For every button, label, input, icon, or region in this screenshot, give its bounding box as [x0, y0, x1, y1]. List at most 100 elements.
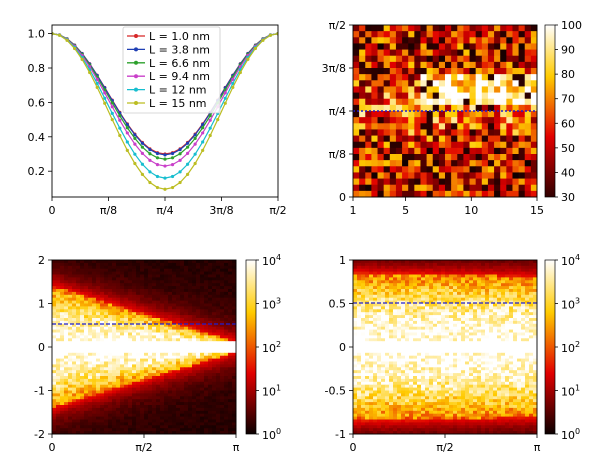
- heat-cell: [413, 303, 418, 307]
- heat-cell: [371, 98, 378, 106]
- heat-cell: [445, 277, 450, 281]
- heat-cell: [425, 268, 430, 272]
- heat-cell: [208, 312, 213, 316]
- heat-cell: [216, 428, 221, 432]
- heat-cell: [180, 320, 185, 325]
- heat-cell: [68, 361, 73, 365]
- heat-cell: [500, 74, 507, 81]
- heat-cell: [373, 306, 378, 310]
- heat-cell: [100, 332, 105, 336]
- heat-cell: [465, 309, 470, 313]
- heat-cell: [524, 68, 532, 75]
- heat-cell: [420, 49, 427, 57]
- heat-cell: [445, 111, 452, 118]
- heat-cell: [441, 260, 446, 264]
- heat-cell: [84, 431, 89, 435]
- heat-cell: [100, 428, 105, 432]
- heat-cell: [449, 265, 454, 270]
- cbar-tick-base: 10: [262, 299, 276, 312]
- heat-cell: [100, 309, 105, 313]
- heat-cell: [228, 260, 233, 264]
- heat-cell: [220, 283, 225, 287]
- heat-cell: [518, 117, 526, 124]
- heat-cell: [92, 378, 97, 383]
- heat-cell: [196, 344, 201, 348]
- heat-cell: [60, 376, 65, 380]
- heat-cell: [96, 268, 101, 272]
- heat-cell: [76, 300, 81, 304]
- heat-cell: [371, 68, 378, 75]
- heat-cell: [84, 291, 89, 296]
- heat-cell: [445, 135, 452, 143]
- heat-cell: [377, 277, 382, 281]
- heat-cell: [500, 31, 507, 38]
- heat-cell: [112, 309, 117, 313]
- heat-cell: [469, 117, 477, 124]
- heat-cell: [212, 277, 217, 281]
- heat-cell: [116, 338, 121, 342]
- heat-cell: [172, 286, 177, 290]
- heat-cell: [188, 274, 193, 278]
- heat-cell: [361, 291, 366, 296]
- heat-cell: [377, 31, 385, 38]
- heat-cell: [506, 190, 513, 198]
- heat-cell: [405, 294, 410, 299]
- heat-cell: [180, 352, 185, 357]
- heat-cell: [164, 320, 169, 325]
- heat-cell: [357, 320, 362, 325]
- heat-cell: [160, 410, 165, 415]
- heat-cell: [353, 80, 360, 87]
- heat-cell: [232, 323, 237, 328]
- heat-cell: [365, 49, 372, 57]
- heat-cell: [184, 364, 189, 368]
- heat-cell: [144, 344, 149, 348]
- heat-cell: [132, 373, 137, 377]
- y-tick-label: -1: [34, 385, 45, 398]
- heat-cell: [64, 413, 69, 417]
- heat-cell: [429, 268, 434, 272]
- heat-cell: [184, 262, 189, 267]
- heat-cell: [437, 289, 442, 293]
- heat-cell: [204, 280, 209, 284]
- heat-cell: [505, 309, 510, 313]
- heat-cell: [524, 111, 532, 118]
- heat-cell: [489, 280, 494, 284]
- heat-cell: [451, 166, 458, 173]
- heat-cell: [224, 364, 229, 368]
- heat-cell: [152, 262, 157, 267]
- heat-cell: [132, 349, 137, 354]
- heat-cell: [212, 347, 217, 351]
- heat-cell: [156, 320, 161, 325]
- heat-cell: [465, 286, 470, 290]
- heat-cell: [497, 309, 502, 313]
- heat-cell: [381, 260, 386, 264]
- heat-cell: [365, 309, 370, 313]
- heat-cell: [451, 31, 458, 38]
- heat-cell: [52, 335, 57, 339]
- heat-cell: [144, 410, 149, 415]
- heat-cell: [383, 31, 391, 38]
- heat-cell: [172, 312, 177, 316]
- heat-cell: [140, 309, 145, 313]
- heat-cell: [108, 384, 113, 388]
- heat-cell: [160, 381, 165, 386]
- heat-cell: [232, 297, 237, 301]
- panel-c-y-axis: 210-1-2: [34, 254, 52, 441]
- heat-cell: [56, 291, 61, 296]
- heat-cell: [132, 265, 137, 270]
- heat-cell: [160, 306, 165, 310]
- heat-cell: [76, 344, 81, 348]
- heat-cell: [493, 271, 498, 275]
- heat-cell: [525, 280, 530, 284]
- heat-cell: [513, 289, 518, 293]
- legend-label: L = 12 nm: [149, 84, 207, 97]
- heat-cell: [80, 309, 85, 313]
- heat-cell: [108, 300, 113, 304]
- heat-cell: [533, 268, 538, 272]
- heat-cell: [477, 315, 482, 319]
- heat-cell: [216, 323, 221, 328]
- heat-cell: [188, 422, 193, 426]
- x-tick-label: 3π/8: [209, 204, 233, 217]
- heat-cell: [487, 111, 495, 118]
- heat-cell: [100, 306, 105, 310]
